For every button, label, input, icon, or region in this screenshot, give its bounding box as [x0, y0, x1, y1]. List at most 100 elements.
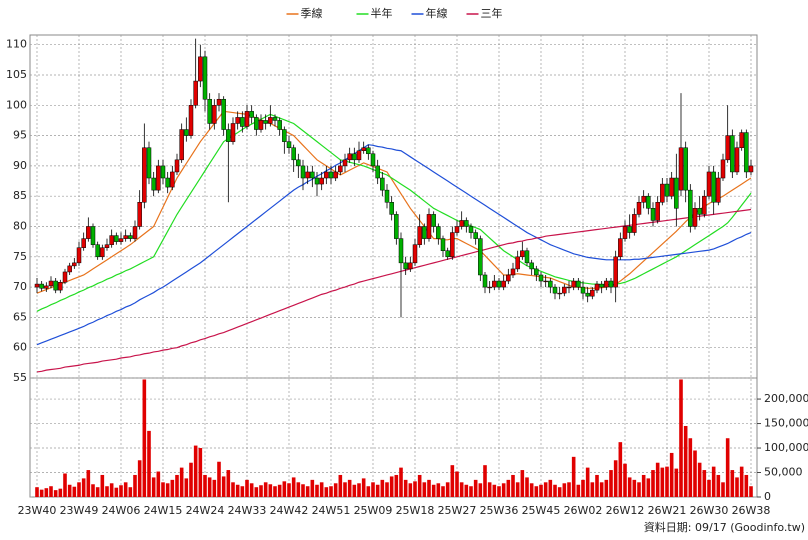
candle-body [109, 235, 114, 245]
y-tick-label: 55 [13, 371, 27, 384]
candle-body [72, 262, 77, 267]
volume-bar [375, 484, 380, 497]
candle [100, 244, 105, 260]
candle-body [417, 226, 422, 245]
candle [48, 276, 54, 289]
volume-bar [263, 482, 268, 497]
candle-body [62, 271, 68, 283]
candle-body [515, 256, 520, 270]
volume-bar [44, 488, 49, 497]
volume-bar [151, 477, 156, 497]
candle-body [118, 238, 124, 242]
candle-body [347, 153, 352, 161]
volume-bar [343, 482, 347, 497]
candle-body [501, 280, 506, 288]
volume-bar [324, 487, 329, 497]
candle [506, 268, 511, 285]
y-tick-label: 95 [13, 129, 27, 142]
volume-bar [725, 438, 730, 497]
candle [76, 241, 82, 266]
volume-bar [427, 479, 431, 497]
candle-body [548, 280, 553, 288]
candle [417, 214, 422, 248]
candle-body [711, 171, 716, 203]
candle [534, 265, 539, 282]
candle [212, 99, 217, 130]
y-tick-label: 85 [13, 189, 27, 202]
candle [137, 190, 142, 230]
candle [543, 274, 548, 288]
volume-bar [679, 379, 683, 497]
candle [548, 278, 553, 294]
candle-body [739, 132, 744, 148]
candle [282, 126, 287, 154]
volume-bar [571, 456, 576, 497]
candle [160, 159, 166, 185]
candle [557, 287, 562, 300]
candle-body [627, 226, 632, 233]
candle [221, 96, 226, 136]
volume-bar [604, 479, 609, 497]
volume-bar [697, 462, 702, 497]
volume-bar [730, 470, 735, 497]
candle-body [221, 98, 226, 130]
candle [450, 226, 455, 260]
candle-body [263, 120, 268, 124]
candle-body [748, 165, 754, 173]
candle-body [571, 280, 576, 288]
candle-body [268, 117, 273, 124]
candle [571, 278, 576, 291]
x-tick-label: 26W12 [606, 504, 645, 517]
candle-body [702, 195, 707, 215]
candle-body [174, 159, 180, 173]
candle-body [534, 268, 539, 276]
candle [356, 141, 362, 163]
candle [706, 165, 712, 200]
y2-tick-label: 0 [764, 490, 771, 503]
candle [403, 256, 408, 275]
candle [716, 171, 721, 206]
candle-body [249, 111, 254, 118]
candle [604, 278, 609, 291]
volume-bar [399, 467, 403, 497]
candle-body [650, 208, 656, 221]
candle-body [352, 153, 357, 161]
candle-body [520, 250, 525, 258]
candle [366, 144, 371, 160]
volume-bar [623, 463, 627, 497]
legend-label: 季線 [301, 6, 323, 20]
candle [664, 178, 670, 203]
candle-body [132, 226, 138, 239]
candle [618, 232, 623, 260]
candle-body [436, 226, 441, 239]
candle-body [594, 283, 600, 291]
volume-bar [688, 438, 693, 497]
candle-body [450, 232, 455, 258]
candle [650, 202, 656, 227]
candle-body [296, 159, 301, 167]
volume-bar [660, 467, 665, 497]
candle-body [160, 165, 166, 179]
candle [580, 281, 586, 300]
candle [608, 278, 614, 294]
candle-body [137, 202, 142, 227]
candle-body [230, 123, 236, 142]
volume-bar [417, 474, 422, 497]
y-tick-label: 70 [13, 280, 27, 293]
candle [193, 38, 198, 109]
candle [594, 281, 600, 294]
volume-bar [408, 483, 413, 497]
candle-body [165, 177, 170, 188]
volume-bar [501, 483, 506, 497]
candle [464, 217, 469, 233]
candle-body [184, 129, 189, 136]
candle-body [291, 147, 296, 161]
candle [184, 117, 189, 142]
volume-bar [492, 484, 497, 497]
candle-body [123, 235, 128, 239]
volume-bar [590, 482, 595, 497]
candle [44, 282, 49, 292]
candle [478, 235, 483, 282]
candle [58, 279, 63, 294]
volume-bar [249, 483, 254, 497]
